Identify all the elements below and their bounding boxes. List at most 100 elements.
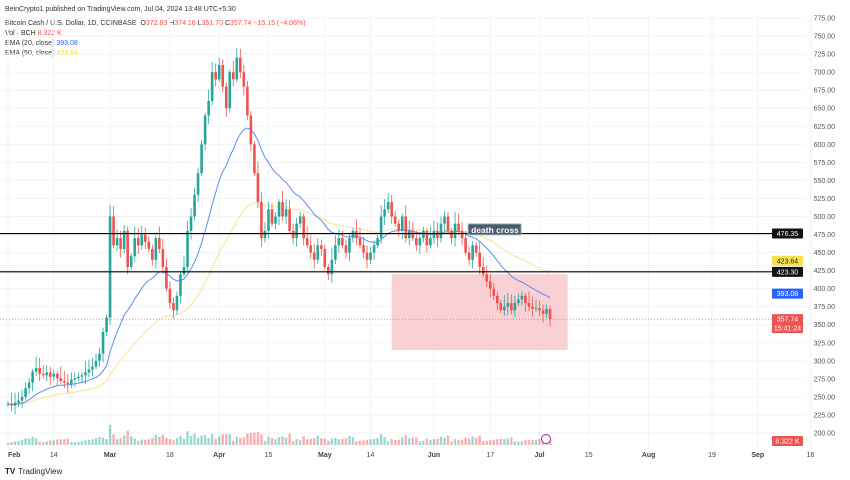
candle-body [281, 202, 284, 217]
candle [189, 207, 193, 240]
candle-body [73, 378, 77, 380]
candle [316, 238, 320, 265]
candle-body [267, 209, 270, 231]
candle [260, 191, 263, 247]
volume-bar [200, 435, 203, 445]
bearish-zone [391, 274, 568, 350]
candle-body [126, 230, 129, 267]
volume-bar [506, 438, 510, 445]
candle [488, 274, 492, 298]
volume-bar [524, 439, 527, 445]
volume-bar [365, 439, 369, 445]
candle-body [474, 245, 478, 253]
y-tick-label: 650.00 [814, 106, 836, 113]
volume-legend[interactable]: Vol · BCH 8.322 K [5, 30, 62, 37]
candle-body [17, 400, 20, 403]
candle-body [182, 267, 186, 275]
candle [302, 213, 305, 246]
candle-body [105, 317, 108, 332]
candle [464, 230, 467, 256]
candle-body [249, 115, 253, 145]
x-tick-label: Feb [8, 452, 20, 459]
candle-body [548, 308, 552, 320]
candle-body [119, 238, 122, 249]
close-value: 357.74 [230, 20, 252, 27]
brand-name: TradingView [18, 467, 63, 476]
candle-body [506, 303, 510, 307]
candle [319, 239, 323, 257]
volume-bar [411, 437, 414, 445]
volume-bar [63, 439, 66, 445]
candle-body [84, 372, 87, 376]
volume-bar [115, 439, 119, 445]
candle [386, 193, 390, 214]
candle [246, 80, 249, 120]
candle [400, 213, 404, 240]
publisher-line: BeinCrypto1 published on TradingView.com… [5, 6, 236, 13]
candle-body [471, 245, 474, 260]
candle [383, 199, 386, 226]
candle [305, 226, 309, 249]
y-tick-label: 250.00 [814, 394, 836, 401]
volume-bar [496, 439, 499, 445]
high-value: 374.16 [174, 20, 196, 27]
y-tick-label: 475.00 [814, 232, 836, 239]
candle-body [415, 238, 418, 246]
candle-body [239, 57, 242, 73]
volume-bar [193, 433, 196, 445]
volume-bar [6, 443, 10, 445]
candle [524, 292, 527, 312]
candle [348, 233, 351, 262]
candle-body [253, 144, 256, 174]
volume-bar [355, 441, 358, 445]
volume-bar [94, 438, 98, 445]
x-tick-label: Aug [642, 452, 656, 459]
level-423-label-badge [772, 266, 803, 277]
candle-body [143, 234, 147, 242]
candle-body [87, 369, 91, 373]
volume-bar [108, 425, 112, 445]
candle [31, 368, 34, 392]
candle [369, 246, 372, 265]
volume-bar [27, 438, 31, 445]
candle [467, 246, 471, 266]
candle [133, 226, 137, 262]
candle-body [481, 267, 485, 275]
candle-body [242, 72, 246, 87]
candle [249, 111, 253, 152]
volume-bar [457, 440, 460, 445]
candle-body [165, 267, 168, 289]
volume-bar [358, 440, 362, 445]
candle [179, 271, 182, 304]
candle [538, 300, 541, 317]
candle-body [302, 216, 305, 239]
volume-bar [214, 438, 217, 445]
ema20-legend[interactable]: EMA (20, close) 393.08 [5, 40, 78, 47]
symbol-name[interactable]: Bitcoin Cash / U.S. Dollar, 1D, COINBASE [5, 20, 137, 27]
candle-body [383, 209, 386, 217]
ema50-legend[interactable]: EMA (50, close) 423.64 [5, 50, 78, 57]
volume-bar [443, 437, 446, 445]
candle-body [538, 308, 541, 311]
volume-bar [323, 438, 326, 445]
volume-bar [20, 440, 24, 445]
candle [510, 294, 513, 315]
candle-body [478, 252, 481, 267]
candle [267, 202, 270, 239]
candle [13, 392, 17, 415]
low-value: 351.70 [201, 20, 223, 27]
candle [527, 291, 531, 312]
candle-body [334, 245, 337, 260]
candle-body [200, 144, 203, 174]
volume-bar [302, 436, 305, 445]
candle [274, 212, 277, 230]
candle-body [524, 295, 527, 304]
ema20-price-label-badge [772, 288, 803, 299]
volume-bar [351, 437, 355, 445]
volume-bar [538, 438, 541, 445]
candle [358, 228, 362, 249]
candle-body [503, 306, 506, 311]
volume-bar [186, 431, 189, 445]
candle [323, 244, 327, 270]
